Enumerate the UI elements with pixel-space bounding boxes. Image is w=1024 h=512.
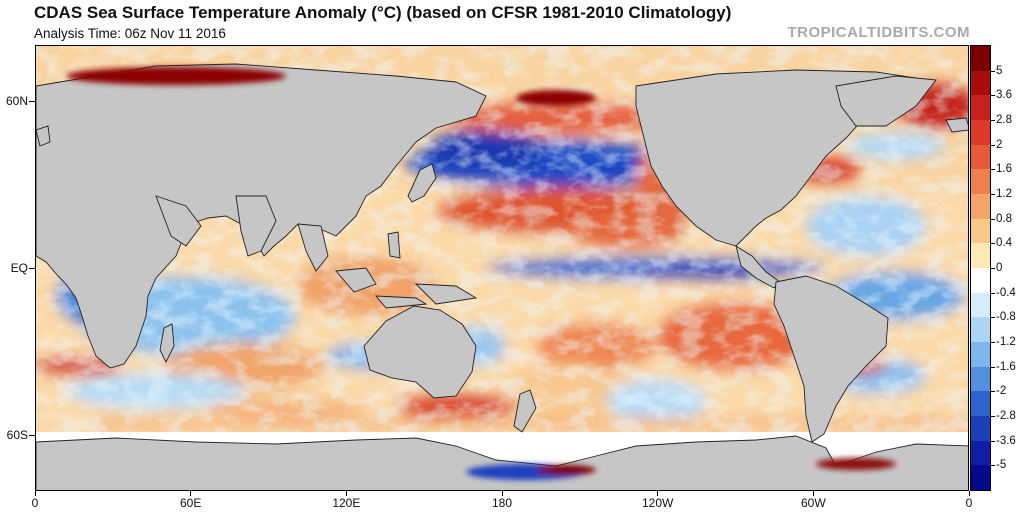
- colorbar-tick: [991, 194, 995, 195]
- colorbar-label: -3.6: [996, 434, 1016, 447]
- colorbar-tick: [991, 366, 995, 368]
- colorbar-tick: [991, 95, 995, 97]
- colorbar-segment: [971, 317, 990, 342]
- latitude-tick: [29, 435, 35, 437]
- colorbar-segment: [971, 366, 990, 392]
- colorbar-tick: [991, 292, 995, 294]
- antarctica: [36, 435, 968, 490]
- polar-anomalies: [66, 67, 896, 480]
- colorbar-segment: [971, 243, 990, 268]
- colorbar-label: 3.6: [996, 89, 1012, 102]
- colorbar-label: -1.2: [996, 336, 1016, 348]
- india: [235, 195, 277, 257]
- colorbar-segment: [971, 95, 990, 120]
- latitude-label: 60N: [5, 93, 28, 108]
- colorbar-tick: [991, 169, 995, 171]
- longitude-tick: [812, 491, 814, 496]
- colorbar-segment: [971, 341, 990, 367]
- colorbar-tick: [991, 416, 995, 417]
- colorbar-tick: [991, 465, 995, 467]
- colorbar-label: 5: [996, 64, 1003, 77]
- colorbar-label: -5: [996, 459, 1007, 472]
- new-zealand: [513, 389, 537, 433]
- colorbar-label: 1.2: [996, 188, 1012, 200]
- colorbar-segment: [971, 267, 990, 293]
- latitude-label: 60S: [6, 428, 28, 443]
- colorbar-tick: [991, 391, 995, 393]
- longitude-label: 0: [31, 496, 39, 510]
- colorbar-label: -2: [996, 385, 1007, 398]
- colorbar-tick: [991, 243, 995, 245]
- colorbar-label: 0.8: [996, 212, 1012, 225]
- colorbar-segment: [971, 144, 990, 170]
- colorbar-tick: [991, 120, 995, 121]
- colorbar-tick: [991, 440, 995, 442]
- analysis-time: Analysis Time: 06z Nov 11 2016: [34, 26, 226, 41]
- longitude-label: 120W: [641, 496, 674, 510]
- madagascar: [159, 323, 175, 364]
- land-masses: [36, 63, 968, 490]
- colorbar-label: 2: [996, 138, 1003, 151]
- japan: [407, 163, 437, 203]
- colorbar-segment: [971, 440, 990, 466]
- colorbar-segment: [971, 292, 990, 318]
- longitude-tick: [34, 491, 36, 496]
- sst-anomaly-map: [35, 45, 969, 491]
- colorbar-tick: [991, 317, 995, 319]
- longitude-label: 120E: [332, 496, 361, 510]
- longitude-label: 0: [965, 496, 973, 510]
- colorbar-segment: [971, 465, 990, 490]
- latitude-tick: [29, 100, 35, 102]
- colorbar-label: 0.4: [996, 237, 1012, 250]
- south-america: [773, 275, 889, 443]
- colorbar-tick: [991, 70, 995, 72]
- colorbar-tick: [991, 342, 995, 343]
- colorbar-tick: [991, 218, 995, 220]
- colorbar-segment: [971, 169, 990, 194]
- new-guinea: [414, 283, 478, 305]
- latitude-tick: [29, 268, 35, 269]
- colorbar-label: -0.8: [996, 311, 1016, 324]
- longitude-tick: [968, 491, 970, 496]
- longitude-label: 180: [491, 496, 513, 510]
- greenland: [835, 75, 937, 127]
- longitude-tick: [657, 491, 659, 496]
- colorbar-label: -2.8: [996, 410, 1016, 422]
- latitude-label: EQ: [10, 261, 28, 275]
- colorbar-label: 0: [996, 262, 1003, 274]
- map-canvas: [36, 46, 968, 490]
- longitude-tick: [501, 491, 503, 496]
- australia: [363, 305, 477, 399]
- brand-watermark: TROPICALTIDBITS.COM: [787, 24, 970, 41]
- colorbar-segment: [971, 193, 990, 219]
- longitude-label: 60E: [179, 496, 202, 510]
- longitude-label: 60W: [800, 496, 826, 510]
- colorbar: [970, 45, 991, 491]
- colorbar-label: 1.6: [996, 163, 1012, 176]
- chart-title: CDAS Sea Surface Temperature Anomaly (°C…: [34, 3, 732, 22]
- longitude-tick: [190, 491, 192, 496]
- colorbar-label: 2.8: [996, 114, 1012, 126]
- colorbar-label: -0.4: [996, 286, 1016, 299]
- colorbar-segment: [971, 119, 990, 145]
- colorbar-label: -1.6: [996, 360, 1016, 373]
- colorbar-tick: [991, 268, 995, 269]
- longitude-tick: [345, 491, 347, 496]
- colorbar-segment: [971, 218, 990, 244]
- colorbar-segment: [971, 415, 990, 441]
- colorbar-segment: [971, 46, 990, 71]
- colorbar-segment: [971, 70, 990, 96]
- colorbar-segment: [971, 391, 990, 416]
- colorbar-tick: [991, 144, 995, 146]
